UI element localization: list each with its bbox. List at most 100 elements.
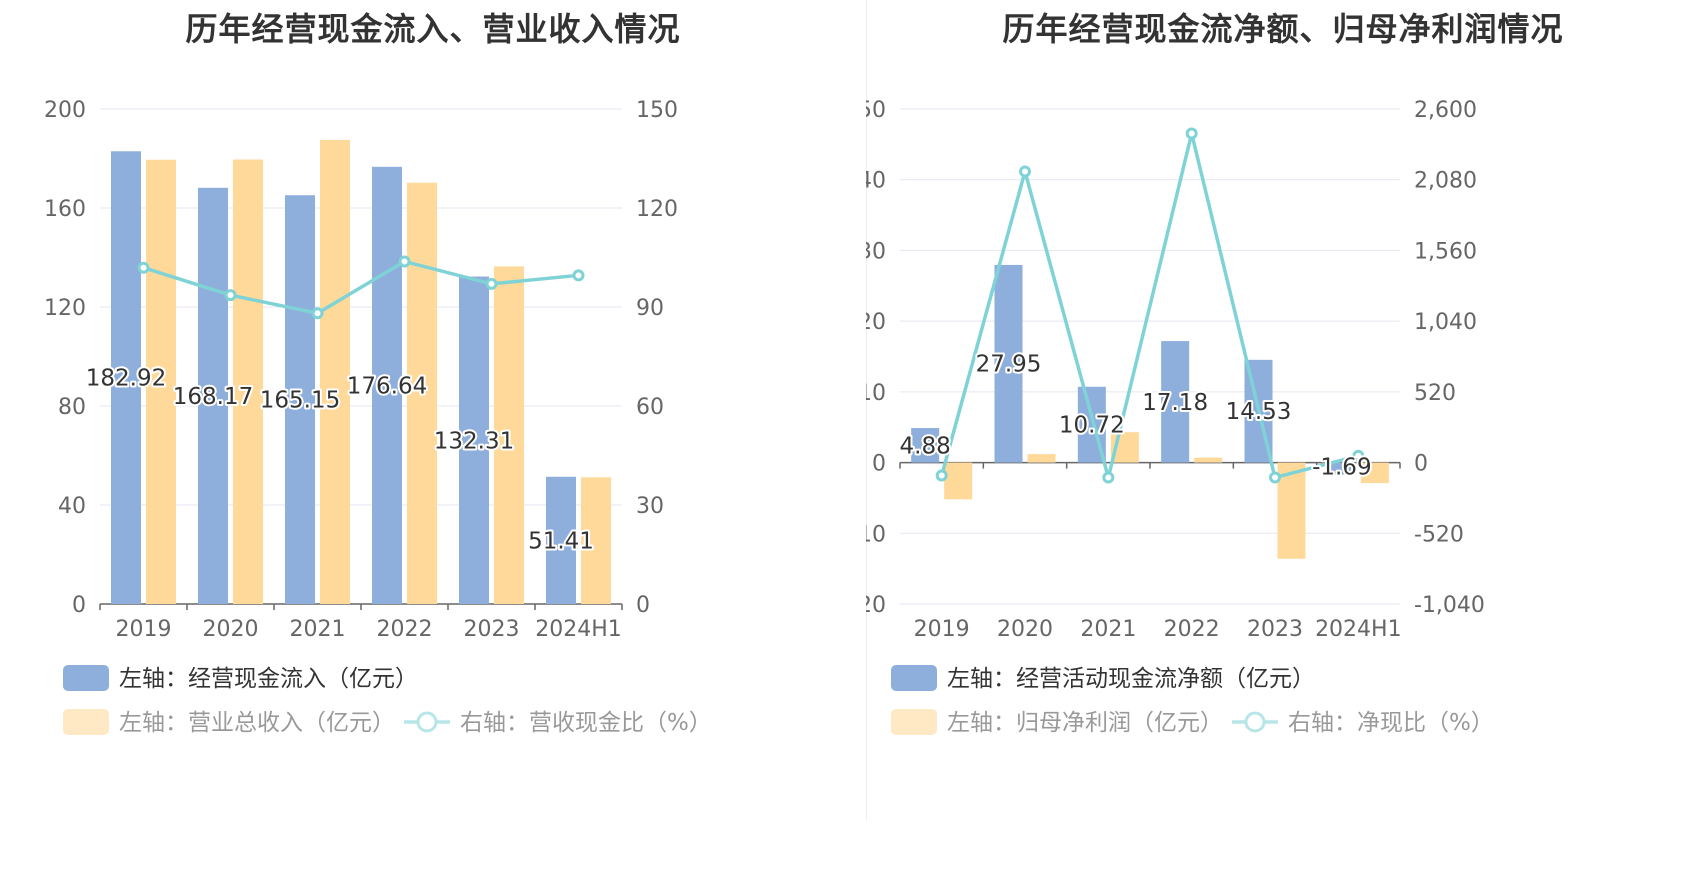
x-tick-label: 2022 xyxy=(1164,617,1220,642)
left-tick-label: 80 xyxy=(58,395,86,420)
ratio-point xyxy=(137,261,150,274)
bar-secondary xyxy=(1027,454,1056,463)
right-tick-label: 120 xyxy=(636,197,678,222)
data-label: 14.53 xyxy=(1226,399,1292,425)
bar-primary xyxy=(198,187,228,605)
ratio-point xyxy=(485,277,498,290)
ratio-point xyxy=(1185,127,1198,140)
ratio-line xyxy=(142,259,579,316)
bar-secondary xyxy=(407,182,437,604)
x-tick-label: 2023 xyxy=(464,617,520,642)
left-tick-label: 0 xyxy=(72,593,86,618)
bar-secondary xyxy=(1194,457,1223,463)
legend-label: 左轴：营业总收入（亿元） xyxy=(119,710,395,736)
chart-svg: -20 -10 0 10 20 30 40 50 -1,040 -520 0 520 1,040 1,56… xyxy=(866,98,1494,736)
legend-label: 右轴：净现比（%） xyxy=(1288,710,1494,736)
x-tick-label: 2019 xyxy=(914,617,970,642)
x-tick-label: 2024H1 xyxy=(535,617,622,642)
bar-primary xyxy=(911,428,940,463)
bar-secondary xyxy=(944,462,973,500)
right-tick-label: 2,080 xyxy=(1414,169,1477,194)
left-tick-label: 50 xyxy=(866,98,886,123)
x-tick-label: 2023 xyxy=(1247,617,1303,642)
left-tick-label: 0 xyxy=(872,452,886,477)
ratio-point xyxy=(398,255,411,268)
bar-secondary xyxy=(233,159,263,605)
left-tick-label: 10 xyxy=(866,381,886,406)
x-tick-label: 2022 xyxy=(377,617,433,642)
x-tick-label: 2020 xyxy=(997,617,1053,642)
bar-secondary xyxy=(494,266,524,604)
chart-title: 历年经营现金流入、营业收入情况 xyxy=(185,10,681,48)
right-tick-label: 0 xyxy=(636,593,650,618)
right-tick-label: 0 xyxy=(1414,452,1428,477)
bar-primary xyxy=(1327,462,1356,475)
chart-svg: 0 40 80 120 160 200 0 30 60 90 120 150 2019 2020 2021 2… xyxy=(44,98,712,736)
ratio-point xyxy=(1352,449,1365,462)
legend-swatch xyxy=(63,709,109,735)
x-tick-label: 2020 xyxy=(203,617,259,642)
chart-title: 历年经营现金流净额、归母净利润情况 xyxy=(1002,10,1564,48)
legend-label: 左轴：归母净利润（亿元） xyxy=(947,710,1223,736)
legend-swatch xyxy=(891,665,937,691)
right-tick-label: 90 xyxy=(636,296,664,321)
right-tick-label: 1,040 xyxy=(1414,310,1477,335)
legend-label: 左轴：经营活动现金流净额（亿元） xyxy=(947,666,1315,692)
bar-secondary xyxy=(320,139,350,604)
bar-primary xyxy=(285,195,315,604)
bar-primary xyxy=(459,276,489,604)
ratio-point xyxy=(1019,165,1031,178)
legend-label: 左轴：经营现金流入（亿元） xyxy=(119,666,418,692)
bar-secondary xyxy=(581,477,611,604)
x-tick-label: 2021 xyxy=(290,617,346,642)
legend-swatch xyxy=(63,665,109,691)
data-label: -1.69 xyxy=(1312,455,1372,481)
data-label: 132.31 xyxy=(434,428,514,454)
data-label: 165.15 xyxy=(260,388,340,414)
data-label: 10.72 xyxy=(1059,413,1125,439)
bar-primary xyxy=(546,476,576,604)
legend-label: 右轴：营收现金比（%） xyxy=(460,710,712,736)
ratio-point xyxy=(935,469,948,482)
ratio-line xyxy=(939,133,1359,480)
ratio-point xyxy=(572,269,585,282)
left-tick-label: 40 xyxy=(866,169,886,194)
right-tick-label: 60 xyxy=(636,395,664,420)
chart-panel-netcash-profit: 历年经营现金流净额、归母净利润情况 -20 -10 0 10 20 30 40 50 -1,04… xyxy=(866,0,1700,874)
ratio-point xyxy=(1102,471,1115,484)
right-tick-label: 30 xyxy=(636,494,664,519)
right-tick-label: -1,040 xyxy=(1414,593,1485,618)
data-label: 4.88 xyxy=(900,433,951,459)
data-label: 168.17 xyxy=(173,384,253,410)
left-tick-label: 200 xyxy=(44,98,86,123)
data-label: 17.18 xyxy=(1142,390,1208,416)
legend-swatch xyxy=(891,709,937,735)
x-tick-label: 2019 xyxy=(116,617,172,642)
data-label: 176.64 xyxy=(347,373,427,399)
data-label: 27.95 xyxy=(976,352,1042,378)
chart-panel-cashflow-revenue: 历年经营现金流入、营业收入情况 0 40 80 120 160 200 0 30 60 90 120… xyxy=(44,10,712,736)
x-tick-label: 2021 xyxy=(1080,617,1136,642)
ratio-point xyxy=(224,289,237,302)
left-tick-label: 120 xyxy=(44,296,86,321)
bar-secondary xyxy=(1277,462,1306,559)
left-tick-label: -20 xyxy=(866,593,886,618)
bar-primary xyxy=(111,151,141,604)
bar-primary xyxy=(372,166,402,605)
data-label: 51.41 xyxy=(528,528,594,554)
left-tick-label: 160 xyxy=(44,197,86,222)
data-label: 182.92 xyxy=(86,366,166,392)
left-tick-label: -10 xyxy=(866,522,886,547)
x-tick-label: 2024H1 xyxy=(1315,617,1402,642)
right-tick-label: -520 xyxy=(1414,522,1464,547)
bar-primary xyxy=(994,264,1023,463)
right-tick-label: 520 xyxy=(1414,381,1456,406)
bar-primary xyxy=(1161,341,1190,463)
right-tick-label: 2,600 xyxy=(1414,98,1477,123)
ratio-point xyxy=(1269,471,1281,484)
right-tick-label: 1,560 xyxy=(1414,239,1477,264)
legend-swatch-marker xyxy=(416,711,438,733)
left-tick-label: 40 xyxy=(58,494,86,519)
left-tick-label: 20 xyxy=(866,310,886,335)
ratio-point xyxy=(311,307,324,320)
